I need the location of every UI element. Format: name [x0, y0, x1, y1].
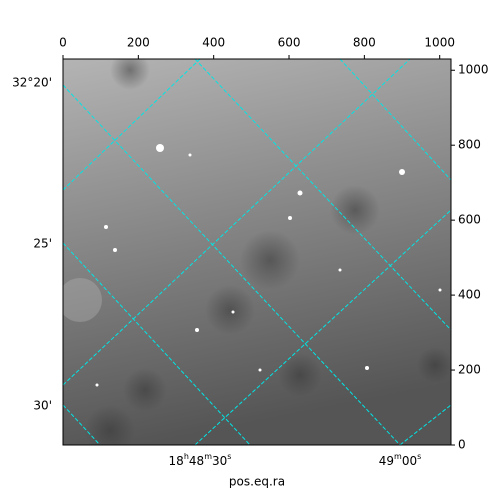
- dec-tick-label: 30': [33, 399, 52, 413]
- y-tick-label: 600: [458, 213, 481, 227]
- grid-line: [63, 242, 251, 445]
- x-tick-label: 0: [59, 36, 67, 50]
- y-tick-label: 400: [458, 288, 481, 302]
- y-tick-label: 200: [458, 363, 481, 377]
- sky-image: [63, 59, 451, 445]
- grid-line: [399, 404, 451, 445]
- grid-line: [194, 209, 451, 445]
- x-tick-label: 400: [202, 36, 225, 50]
- grid-line: [194, 59, 451, 331]
- ra-tick-label: 49m00s: [379, 452, 422, 468]
- grid-line: [63, 84, 401, 445]
- ra-tick-label: 18h48m30s: [169, 452, 232, 468]
- x-tick-label: 600: [278, 36, 301, 50]
- x-tick-label: 1000: [424, 36, 455, 50]
- y-tick-label: 800: [458, 138, 481, 152]
- y-tick-label: 1000: [458, 63, 489, 77]
- plot-frame: [62, 58, 452, 446]
- dec-tick-label: 32°20': [12, 76, 52, 90]
- x-tick-label: 800: [353, 36, 376, 50]
- dec-tick-label: 25': [33, 237, 52, 251]
- grid-line: [339, 59, 451, 181]
- coordinate-grid: [63, 59, 451, 445]
- x-axis-label: pos.eq.ra: [229, 475, 285, 489]
- grid-line: [63, 59, 201, 191]
- grid-line: [63, 404, 101, 445]
- grid-line: [63, 59, 411, 386]
- y-tick-label: 0: [458, 438, 466, 452]
- x-tick-label: 200: [127, 36, 150, 50]
